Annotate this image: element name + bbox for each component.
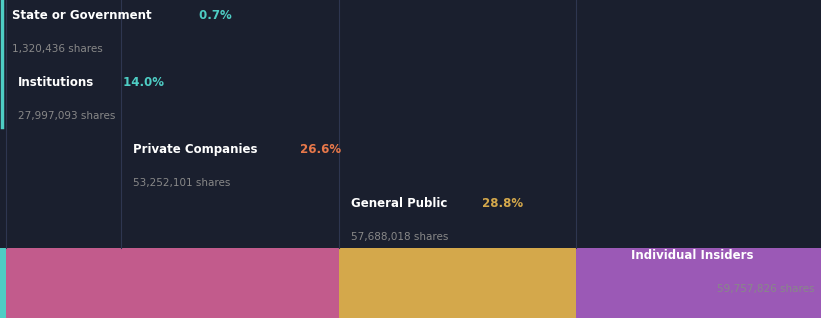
Text: 14.0%: 14.0% [119, 76, 164, 89]
Text: 1,320,436 shares: 1,320,436 shares [12, 44, 103, 54]
Text: 26.6%: 26.6% [296, 143, 342, 156]
Bar [0, 248, 6, 318]
Text: 0.7%: 0.7% [195, 9, 232, 22]
Text: 27,997,093 shares: 27,997,093 shares [18, 111, 116, 121]
Text: General Public: General Public [351, 197, 447, 210]
Text: 28.8%: 28.8% [478, 197, 523, 210]
Bar [121, 248, 339, 318]
Text: 57,688,018 shares: 57,688,018 shares [351, 232, 449, 242]
Text: Institutions: Institutions [18, 76, 94, 89]
Bar [6, 248, 121, 318]
Text: Private Companies: Private Companies [133, 143, 258, 156]
Bar [339, 248, 576, 318]
Text: 53,252,101 shares: 53,252,101 shares [133, 178, 231, 188]
Text: Individual Insiders: Individual Insiders [631, 249, 754, 262]
Text: State or Government: State or Government [12, 9, 152, 22]
Bar [576, 248, 821, 318]
Text: 59,757,826 shares: 59,757,826 shares [717, 284, 814, 294]
Text: 29.9%: 29.9% [769, 249, 814, 262]
